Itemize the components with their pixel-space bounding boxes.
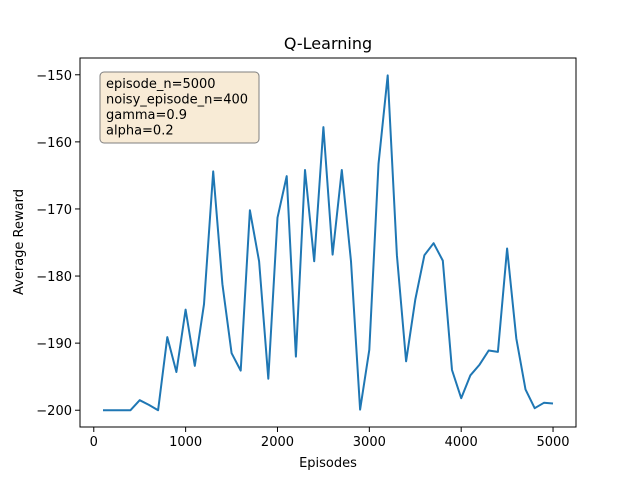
- y-axis: −200 −190 −180 −170 −160 −150: [36, 69, 80, 419]
- x-tick-label: 3000: [353, 435, 386, 450]
- annotation-line: gamma=0.9: [106, 108, 187, 123]
- annotation-line: noisy_episode_n=400: [106, 93, 248, 108]
- chart-title: Q-Learning: [284, 34, 372, 53]
- parameter-annotation: episode_n=5000noisy_episode_n=400gamma=0…: [99, 71, 260, 144]
- x-tick-label: 5000: [536, 435, 569, 450]
- x-axis-label: Episodes: [299, 456, 357, 471]
- plot-frame: [79, 57, 577, 428]
- x-axis: 0 1000 2000 3000 4000 5000: [90, 427, 570, 450]
- y-tick-label: −190: [36, 337, 72, 352]
- annotation-line: alpha=0.2: [106, 124, 174, 139]
- y-tick-label: −160: [36, 136, 72, 151]
- x-tick-label: 2000: [261, 435, 294, 450]
- y-tick-label: −200: [36, 404, 72, 419]
- y-tick-label: −150: [36, 69, 72, 84]
- plot-area: [102, 74, 554, 412]
- annotation-box: [99, 71, 260, 144]
- y-tick-label: −170: [36, 203, 72, 218]
- annotation-line: episode_n=5000: [106, 77, 216, 92]
- x-tick-label: 4000: [445, 435, 478, 450]
- y-axis-label: Average Reward: [12, 189, 27, 295]
- x-tick-label: 0: [90, 435, 98, 450]
- x-tick-label: 1000: [169, 435, 202, 450]
- y-tick-label: −180: [36, 270, 72, 285]
- series-line-0: [103, 74, 554, 412]
